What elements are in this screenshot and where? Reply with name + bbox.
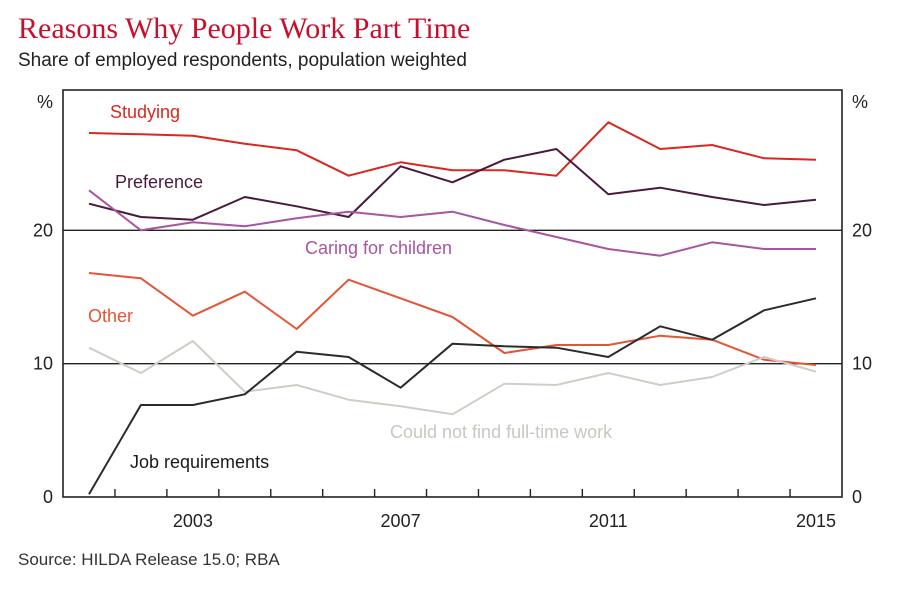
x-tick-label-2015: 2015 (796, 511, 836, 531)
series-label-other: Other (88, 306, 133, 326)
x-tick-label-2003: 2003 (173, 511, 213, 531)
series-line-caring-for-children (88, 189, 816, 257)
x-tick-label-2007: 2007 (381, 511, 421, 531)
y-unit-left: % (37, 92, 53, 112)
y-tick-label-left: 0 (43, 487, 53, 507)
y-tick-label-left: 10 (33, 354, 53, 374)
y-unit-right: % (852, 92, 868, 112)
series-label-caring-for-children: Caring for children (305, 238, 452, 258)
chart-subtitle: Share of employed respondents, populatio… (18, 50, 467, 71)
series-line-preference (88, 148, 817, 221)
series-line-could-not-find-full-time-work (88, 340, 817, 416)
y-tick-label-right: 10 (852, 354, 872, 374)
series-label-studying: Studying (110, 102, 180, 122)
x-tick-label-2011: 2011 (589, 511, 628, 531)
y-tick-label-right: 20 (852, 220, 872, 240)
series-label-job-requirements: Job requirements (130, 452, 269, 472)
y-tick-label-left: 20 (33, 220, 53, 240)
plot-frame (62, 89, 843, 498)
y-tick-label-right: 0 (852, 487, 862, 507)
series-label-preference: Preference (115, 172, 203, 192)
series-line-studying (88, 121, 817, 177)
chart-source: Source: HILDA Release 15.0; RBA (18, 550, 280, 569)
series-line-other (88, 272, 817, 366)
series-label-could-not-find-full-time-work: Could not find full-time work (390, 422, 613, 442)
series-line-job-requirements (88, 297, 817, 495)
chart-title: Reasons Why People Work Part Time (18, 12, 471, 45)
